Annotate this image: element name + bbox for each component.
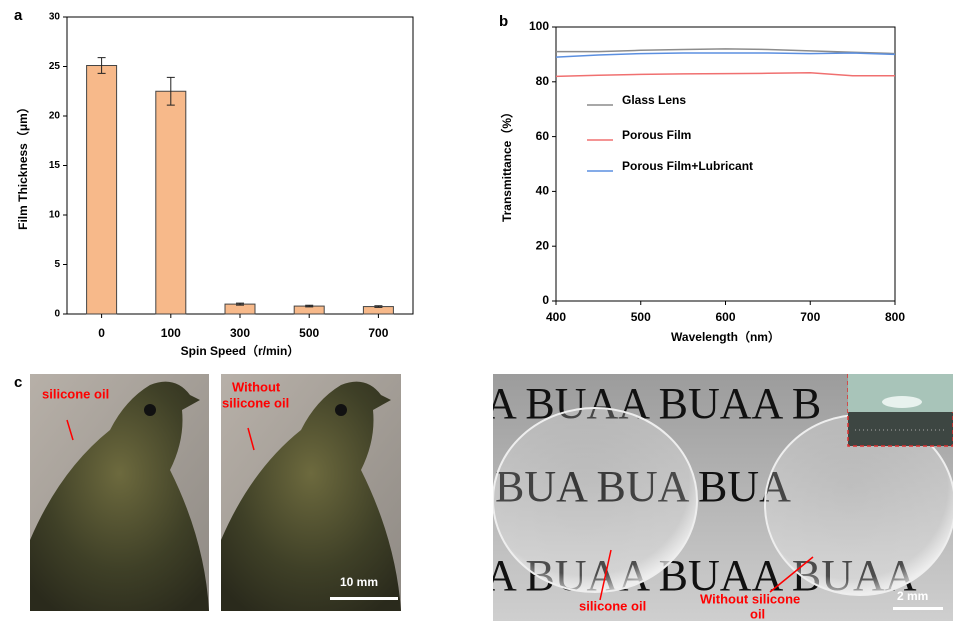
photo: A BUAA BUAA B BUA BUA BUA A BUAA BUAA BU…	[485, 374, 953, 621]
y-tick-label: 5	[54, 259, 60, 270]
scale-bar-label: 10 mm	[340, 575, 378, 589]
scale-bar-label: 2 mm	[897, 589, 928, 603]
legend-label: Glass Lens	[622, 93, 686, 107]
y-tick-label: 10	[49, 210, 61, 221]
photo	[30, 374, 209, 611]
y-tick-label: 20	[536, 238, 550, 252]
charts: a 0 5 10 15 20 25 30 Spin Speed（r/min） Film Thick…	[14, 7, 905, 358]
x-axis-label: Wavelength（nm）	[671, 329, 780, 344]
x-tick-label: 400	[546, 310, 566, 324]
x-tick-label: 700	[368, 326, 388, 340]
photo-label: silicone oil	[222, 395, 289, 410]
photo-label: Without	[232, 379, 281, 394]
x-tick-label: 500	[631, 310, 651, 324]
y-axis-label: Transmittance（%）	[499, 106, 514, 222]
y-tick-label: 25	[49, 61, 61, 72]
x-tick-label: 800	[885, 310, 905, 324]
bar	[156, 91, 186, 314]
x-tick-label: 300	[230, 326, 250, 340]
line	[556, 53, 895, 57]
y-axis-label: Film Thickness（μm）	[15, 101, 30, 230]
plot-frame	[67, 17, 413, 314]
photo-label: Without silicone	[700, 591, 800, 606]
panel-label: c	[14, 374, 22, 391]
x-tick-label: 500	[299, 326, 319, 340]
photo-label: oil	[750, 606, 765, 621]
x-tick-label: 600	[715, 310, 735, 324]
legend-label: Porous Film+Lubricant	[622, 159, 753, 173]
x-tick-label: 0	[98, 326, 105, 340]
photo-label: silicone oil	[579, 598, 646, 613]
photo-label: silicone oil	[42, 386, 109, 401]
panel-label: a	[14, 7, 23, 24]
x-tick-label: 700	[800, 310, 820, 324]
y-tick-label: 80	[536, 74, 550, 88]
line	[556, 73, 895, 77]
y-tick-label: 40	[536, 184, 550, 198]
y-tick-label: 60	[536, 129, 550, 143]
y-tick-label: 20	[49, 111, 61, 122]
y-tick-label: 15	[49, 160, 61, 171]
y-tick-label: 0	[54, 309, 60, 320]
y-tick-label: 100	[529, 19, 549, 33]
y-tick-label: 0	[542, 293, 549, 307]
bar	[87, 66, 117, 314]
y-tick-label: 30	[49, 12, 61, 23]
background-text: A BUAA BUAA B	[485, 379, 821, 428]
figure: a 0 5 10 15 20 25 30 Spin Speed（r/min） Film Thick…	[0, 0, 953, 621]
legend-label: Porous Film	[622, 128, 691, 142]
x-axis-label: Spin Speed（r/min）	[181, 343, 300, 358]
x-tick-label: 100	[161, 326, 181, 340]
panel-label: b	[499, 13, 508, 30]
